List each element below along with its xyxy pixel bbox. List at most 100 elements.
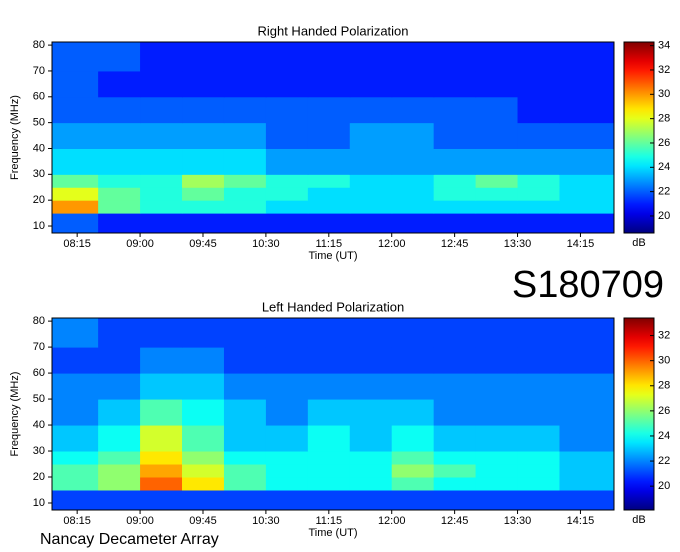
heat-cell [52, 96, 99, 124]
heat-cell [517, 318, 560, 348]
heat-cell [140, 213, 183, 234]
heat-cell [98, 96, 141, 124]
heat-cell [559, 425, 615, 452]
heat-cell [475, 174, 519, 188]
plot-frame [51, 317, 615, 511]
heat-cell [140, 174, 183, 188]
heat-cell [140, 464, 183, 478]
x-tick-label: 12:45 [441, 238, 469, 250]
heat-cell [517, 451, 560, 465]
heat-cell [349, 318, 393, 348]
heat-cell [391, 425, 435, 452]
y-tick-label: 70 [33, 65, 45, 77]
heat-cell [182, 318, 225, 348]
heat-cell [140, 451, 183, 465]
x-tick-label: 09:45 [189, 515, 217, 527]
heat-cell [475, 42, 519, 72]
heat-cell [223, 464, 267, 478]
y-tick-label: 20 [33, 194, 45, 206]
heat-cell [391, 148, 435, 175]
heat-cell [349, 96, 393, 124]
heat-cell [52, 347, 99, 374]
colorbar-tick-label: 30 [658, 88, 670, 100]
heat-cell [559, 96, 615, 124]
heat-cell [433, 373, 477, 400]
heat-cell [349, 148, 393, 175]
heat-cell [307, 373, 351, 400]
heat-cell [433, 464, 477, 478]
heat-cell [307, 174, 351, 188]
heat-cell [391, 70, 435, 98]
heat-cell [98, 148, 141, 175]
heat-cell [265, 451, 309, 465]
heat-cell [182, 425, 225, 452]
heat-cell [265, 187, 309, 201]
heat-cell [265, 174, 309, 188]
heat-cell [182, 187, 225, 201]
heat-cell [517, 96, 560, 124]
heat-cell [559, 187, 615, 201]
heat-cell [182, 399, 225, 426]
y-tick-label: 80 [33, 315, 45, 327]
heat-cell [52, 213, 99, 234]
heat-cell [98, 347, 141, 374]
heat-cell [433, 213, 477, 234]
heat-cell [349, 200, 393, 214]
x-tick-label: 10:30 [252, 238, 280, 250]
heat-cell [559, 489, 615, 511]
heat-cell [223, 451, 267, 465]
heat-cell [98, 70, 141, 98]
colorbar-tick-label: 24 [658, 430, 670, 442]
heat-cell [517, 70, 560, 98]
y-tick-label: 50 [33, 117, 45, 129]
colorbar-tick-label: 32 [658, 64, 670, 76]
heat-cell [517, 213, 560, 234]
heat-cell [265, 347, 309, 374]
heat-cell [475, 451, 519, 465]
heat-cell [182, 148, 225, 175]
colorbar-tick-label: 32 [658, 329, 670, 341]
heat-cell [475, 213, 519, 234]
heat-cell [140, 70, 183, 98]
heat-cell [265, 42, 309, 72]
heat-cell [140, 200, 183, 214]
heat-cell [307, 200, 351, 214]
heat-cell [433, 451, 477, 465]
heat-cell [140, 399, 183, 426]
heat-cell [517, 148, 560, 175]
heat-cell [307, 477, 351, 491]
heat-cell [182, 477, 225, 491]
colorbar-tick-label: 28 [658, 113, 670, 125]
colorbar-label: dB [632, 514, 645, 526]
colorbar-tick-label: 28 [658, 380, 670, 392]
heat-cell [559, 451, 615, 465]
heat-cell [517, 464, 560, 478]
heat-cell [52, 399, 99, 426]
heat-cell [433, 187, 477, 201]
heat-cell [475, 477, 519, 491]
heat-cell [391, 399, 435, 426]
heat-cell [307, 464, 351, 478]
heat-cell [52, 148, 99, 175]
heat-cell [140, 187, 183, 201]
x-axis-label: Time (UT) [308, 527, 357, 539]
heat-cell [391, 464, 435, 478]
heat-cell [433, 425, 477, 452]
heat-cell [223, 318, 267, 348]
heat-cell [223, 174, 267, 188]
heat-cell [433, 489, 477, 511]
heat-cell [559, 347, 615, 374]
heat-cell [98, 477, 141, 491]
heat-cell [265, 213, 309, 234]
heat-cell [98, 489, 141, 511]
heat-cell [433, 96, 477, 124]
heat-cell [391, 96, 435, 124]
heat-cell [517, 489, 560, 511]
heat-cell [307, 213, 351, 234]
x-tick-label: 14:15 [567, 515, 595, 527]
heat-cell [433, 399, 477, 426]
heat-cell [140, 477, 183, 491]
heat-cell [265, 373, 309, 400]
heat-cell [433, 70, 477, 98]
x-tick-label: 12:45 [441, 515, 469, 527]
